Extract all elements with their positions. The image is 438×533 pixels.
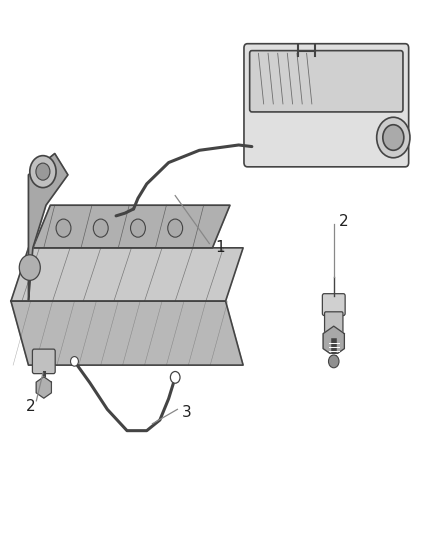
FancyBboxPatch shape: [325, 312, 343, 333]
Text: 1: 1: [215, 240, 225, 255]
Circle shape: [328, 355, 339, 368]
Polygon shape: [33, 205, 230, 248]
Circle shape: [56, 219, 71, 237]
Polygon shape: [36, 377, 51, 398]
Circle shape: [36, 163, 50, 180]
Text: 2: 2: [339, 214, 349, 229]
Polygon shape: [28, 154, 68, 301]
Circle shape: [19, 255, 40, 280]
Polygon shape: [323, 326, 344, 356]
Circle shape: [71, 357, 78, 366]
Circle shape: [168, 219, 183, 237]
FancyBboxPatch shape: [244, 44, 409, 167]
Text: 3: 3: [182, 405, 191, 420]
Polygon shape: [11, 301, 243, 365]
FancyBboxPatch shape: [322, 294, 345, 316]
Circle shape: [383, 125, 404, 150]
Text: 2: 2: [25, 399, 35, 414]
Polygon shape: [11, 248, 243, 301]
Circle shape: [93, 219, 108, 237]
FancyBboxPatch shape: [250, 51, 403, 112]
FancyBboxPatch shape: [32, 349, 55, 374]
Circle shape: [131, 219, 145, 237]
Circle shape: [30, 156, 56, 188]
Circle shape: [170, 372, 180, 383]
Circle shape: [377, 117, 410, 158]
